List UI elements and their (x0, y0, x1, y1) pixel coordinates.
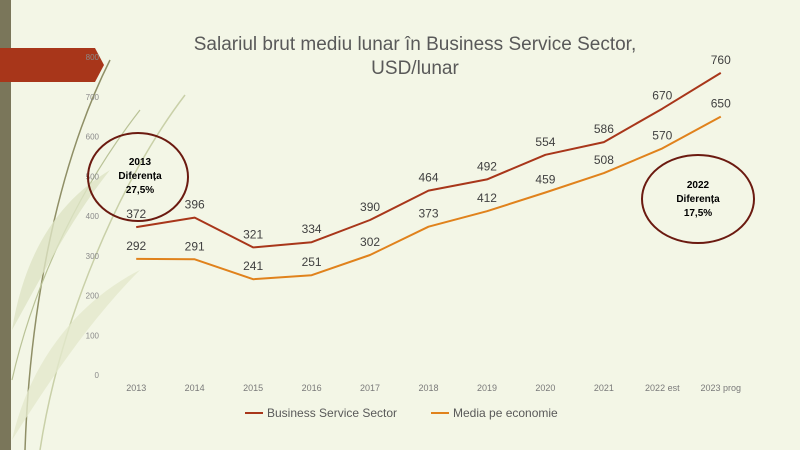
legend: Business Service Sector Media pe economi… (245, 406, 558, 420)
series-group (136, 72, 722, 281)
data-label: 372 (126, 207, 146, 221)
annotation-text: 17,5% (684, 208, 712, 219)
series-line-economy (136, 115, 722, 281)
data-label: 670 (652, 89, 672, 103)
data-label: 412 (477, 191, 497, 205)
data-label: 570 (652, 128, 672, 142)
data-label: 251 (302, 255, 322, 269)
annotation-text: 27,5% (126, 185, 154, 196)
title-accent-bar (0, 48, 104, 82)
data-label: 508 (594, 153, 614, 167)
y-tick-label: 200 (86, 292, 100, 301)
left-strip (0, 0, 11, 450)
x-tick-label: 2022 est (645, 383, 680, 393)
x-tick-label: 2021 (594, 383, 614, 393)
decorative-curve (39, 94, 186, 450)
chart-title-line-2: USD/lunar (371, 58, 459, 79)
data-label: 459 (535, 173, 555, 187)
annotation-text: Diferența (676, 194, 720, 205)
data-label: 292 (126, 239, 146, 253)
data-label: 586 (594, 122, 614, 136)
data-label: 396 (185, 198, 205, 212)
x-tick-label: 2013 (126, 383, 146, 393)
data-label: 321 (243, 227, 263, 241)
data-label: 302 (360, 235, 380, 249)
y-tick-label: 0 (95, 371, 100, 380)
annotation-text: 2013 (129, 157, 152, 168)
chart-title-line-1: Salariul brut mediu lunar în Business Se… (194, 34, 637, 55)
annotation-text: 2022 (687, 180, 710, 191)
series-line-bss (136, 72, 722, 249)
y-tick-label: 700 (86, 93, 100, 102)
data-label: 650 (711, 97, 731, 111)
annotation-2013: 2013 Diferența 27,5% (87, 132, 189, 222)
annotation-ring (87, 132, 189, 222)
data-labels: 372 396 321 334 390 464 492 554 586 670 760 292 291 2… (126, 53, 731, 273)
data-label: 334 (302, 222, 322, 236)
y-tick-label: 800 (86, 53, 100, 62)
data-label: 554 (535, 135, 555, 149)
data-label: 241 (243, 259, 263, 273)
annotation-text: Diferența (118, 171, 162, 182)
x-axis: 2013 2014 2015 2016 2017 2018 2019 2020 2021 2022… (126, 383, 741, 393)
x-tick-label: 2023 prog (700, 383, 741, 393)
x-tick-label: 2019 (477, 383, 497, 393)
y-axis: 0 100 200 300 400 500 600 700 800 (86, 53, 100, 380)
annotation-ring (641, 154, 755, 244)
data-label: 291 (185, 239, 205, 253)
chart-title: Salariul brut mediu lunar în Business Se… (194, 34, 637, 79)
x-tick-label: 2017 (360, 383, 380, 393)
data-label: 760 (711, 53, 731, 67)
x-tick-label: 2020 (535, 383, 555, 393)
x-tick-label: 2016 (302, 383, 322, 393)
data-label: 390 (360, 200, 380, 214)
data-label: 373 (418, 207, 438, 221)
y-tick-label: 400 (86, 212, 100, 221)
y-tick-label: 100 (86, 331, 100, 340)
x-tick-label: 2018 (418, 383, 438, 393)
y-tick-label: 300 (86, 252, 100, 261)
y-tick-label: 500 (86, 172, 100, 181)
data-label: 464 (418, 171, 438, 185)
x-tick-label: 2014 (185, 383, 205, 393)
y-tick-label: 600 (86, 133, 100, 142)
legend-label-bss: Business Service Sector (267, 406, 397, 420)
x-tick-label: 2015 (243, 383, 263, 393)
legend-label-economy: Media pe economie (453, 406, 558, 420)
annotation-2022: 2022 Diferența 17,5% (641, 154, 755, 244)
data-label: 492 (477, 159, 497, 173)
